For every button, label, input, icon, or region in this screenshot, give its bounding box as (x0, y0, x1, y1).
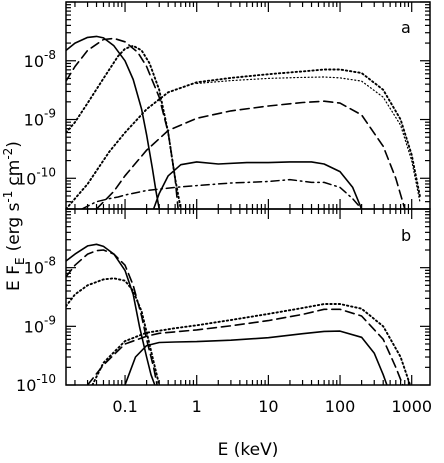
x-tick-label: 0.1 (112, 397, 137, 416)
y-tick-base: 10 (24, 259, 44, 278)
y-tick-exponent: -8 (44, 255, 56, 269)
y-title-close: ) (4, 141, 24, 148)
curve-solid (124, 330, 388, 385)
x-tick-label: 100 (325, 397, 356, 416)
curve-solid (152, 161, 363, 209)
panel-a-ticks (66, 1, 430, 210)
y-tick-base: 10 (16, 376, 36, 395)
curve-dashdot (81, 178, 363, 209)
curve-dotted (66, 68, 421, 209)
panel-b-tag: b (401, 226, 411, 245)
x-tick-label: 10 (258, 397, 278, 416)
x-axis-title: E (keV) (218, 440, 279, 460)
x-tick-label: 1000 (391, 397, 432, 416)
panel-b-curves (66, 243, 412, 385)
y-tick-label: 10-10 (16, 372, 56, 395)
curve-dotted (66, 277, 161, 385)
y-tick-label: 10-8 (24, 48, 56, 71)
curve-solid (66, 35, 160, 209)
y-axis-title: E FE (erg s-1 cm-2) (1, 141, 27, 291)
panel-a-tag: a (401, 18, 411, 37)
y-tick-exponent: -8 (44, 48, 56, 62)
y-tick-exponent: -9 (44, 107, 56, 121)
curve-dotted (66, 44, 182, 209)
y-title-exp2: -2 (1, 148, 15, 160)
y-title-main: E F (4, 265, 24, 291)
curve-solid (66, 243, 156, 385)
panel-a-frame (65, 1, 431, 210)
panel-b-ticks (66, 208, 430, 386)
y-tick-exponent: -10 (36, 372, 56, 386)
x-tick-label: 1 (192, 397, 202, 416)
y-tick-exponent: -9 (44, 313, 56, 327)
x-tick-labels: 0.1 1 10 100 1000 (112, 397, 432, 416)
curve-dashed (95, 100, 406, 209)
y-tick-label: 10-10 (16, 165, 56, 188)
y-tick-base: 10 (24, 111, 44, 130)
curve-dashed (86, 308, 404, 385)
y-title-exp1: -1 (1, 191, 15, 203)
curve-dotted (91, 303, 412, 385)
y-tick-base: 10 (24, 317, 44, 336)
curve-dashed (66, 37, 179, 209)
y-title-cm: cm (4, 160, 24, 186)
y-tick-base: 10 (16, 169, 36, 188)
curve-dashed (66, 249, 158, 385)
curve-dotted-fine (196, 76, 421, 203)
y-title-units: (erg s (4, 202, 24, 251)
y-tick-label: 10-9 (24, 313, 56, 336)
y-title-sub: E (13, 257, 27, 265)
panel-a-curves (66, 35, 421, 209)
svg-text:E FE(erg s-1cm-2): E FE (erg s-1 cm-2) (1, 141, 27, 291)
y-tick-base: 10 (24, 52, 44, 71)
y-tick-label: 10-8 (24, 255, 56, 278)
panel-b-frame (65, 208, 431, 386)
y-tick-label: 10-9 (24, 107, 56, 130)
y-tick-exponent: -10 (36, 165, 56, 179)
